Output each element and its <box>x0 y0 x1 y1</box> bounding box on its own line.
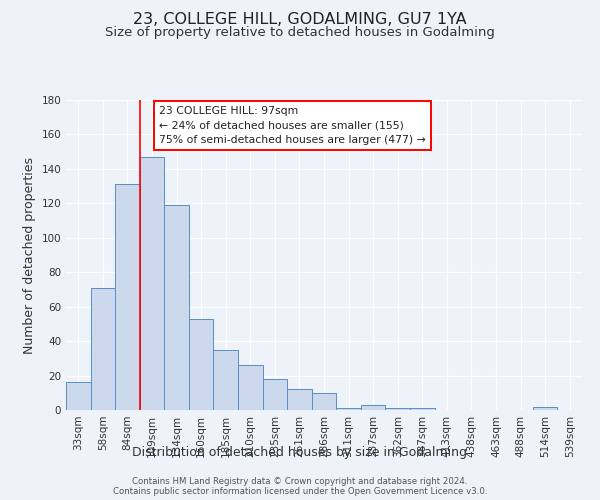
Bar <box>238 365 263 410</box>
Bar <box>287 390 312 410</box>
Text: Contains HM Land Registry data © Crown copyright and database right 2024.: Contains HM Land Registry data © Crown c… <box>132 476 468 486</box>
Text: 23 COLLEGE HILL: 97sqm
← 24% of detached houses are smaller (155)
75% of semi-de: 23 COLLEGE HILL: 97sqm ← 24% of detached… <box>159 106 425 145</box>
Text: Contains public sector information licensed under the Open Government Licence v3: Contains public sector information licen… <box>113 486 487 496</box>
Bar <box>312 393 336 410</box>
Bar <box>66 382 91 410</box>
Text: Size of property relative to detached houses in Godalming: Size of property relative to detached ho… <box>105 26 495 39</box>
Bar <box>410 408 434 410</box>
Text: 23, COLLEGE HILL, GODALMING, GU7 1YA: 23, COLLEGE HILL, GODALMING, GU7 1YA <box>133 12 467 28</box>
Bar <box>361 405 385 410</box>
Bar <box>385 408 410 410</box>
Bar <box>140 157 164 410</box>
Bar <box>214 350 238 410</box>
Bar <box>189 318 214 410</box>
Bar <box>115 184 140 410</box>
Bar <box>263 379 287 410</box>
Bar <box>336 408 361 410</box>
Bar <box>164 205 189 410</box>
Text: Distribution of detached houses by size in Godalming: Distribution of detached houses by size … <box>133 446 467 459</box>
Bar <box>533 406 557 410</box>
Y-axis label: Number of detached properties: Number of detached properties <box>23 156 36 354</box>
Bar <box>91 288 115 410</box>
